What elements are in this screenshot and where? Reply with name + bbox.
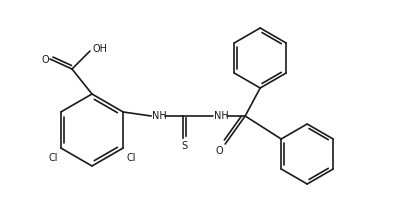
Text: NH: NH [214, 111, 229, 121]
Text: OH: OH [93, 44, 107, 54]
Text: S: S [181, 141, 187, 151]
Text: O: O [41, 55, 49, 65]
Text: O: O [215, 146, 223, 156]
Text: Cl: Cl [48, 153, 57, 163]
Text: NH: NH [152, 111, 166, 121]
Text: Cl: Cl [126, 153, 136, 163]
